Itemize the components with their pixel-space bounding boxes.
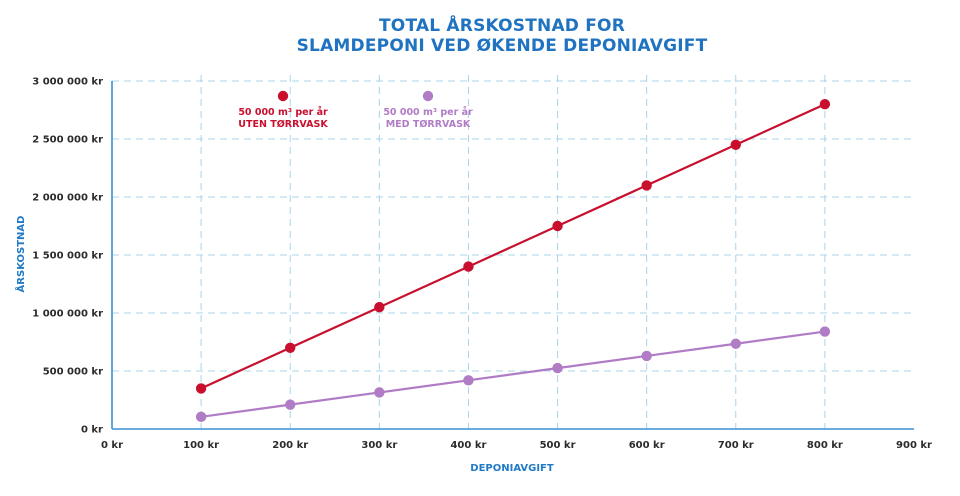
- x-tick-label: 0 kr: [101, 440, 123, 451]
- x-tick-label: 700 kr: [718, 440, 754, 451]
- x-tick-label: 200 kr: [272, 440, 308, 451]
- y-tick-label: 1 500 000 kr: [32, 251, 103, 262]
- series-line: [200, 103, 826, 390]
- data-point[interactable]: [463, 261, 474, 272]
- chart-title-line-2: SLAMDEPONI VED ØKENDE DEPONIAVGIFT: [296, 36, 708, 56]
- legend-marker: [422, 90, 434, 102]
- data-point[interactable]: [552, 362, 563, 374]
- y-tick-label: 2 500 000 kr: [32, 135, 103, 146]
- x-axis-ticks: 0 kr 100 kr 200 kr 300 kr 400 kr 500 kr 600 kr…: [101, 440, 932, 451]
- data-point[interactable]: [195, 383, 207, 394]
- axes: [111, 81, 914, 430]
- y-axis-title: ÅRSKOSTNAD: [14, 216, 27, 293]
- grid-lines: [112, 75, 914, 429]
- x-tick-label: 300 kr: [361, 440, 397, 451]
- legend-label: 50 000 m³ per år: [383, 107, 473, 118]
- series-uten-torrvask: [195, 99, 831, 394]
- y-tick-label: 0 kr: [81, 425, 103, 436]
- x-tick-label: 800 kr: [807, 440, 843, 451]
- y-tick-label: 3 000 000 kr: [32, 77, 103, 88]
- x-tick-label: 600 kr: [629, 440, 665, 451]
- data-point[interactable]: [285, 342, 296, 353]
- y-tick-label: 500 000 kr: [43, 367, 103, 378]
- data-point[interactable]: [374, 387, 385, 398]
- data-point[interactable]: [374, 302, 385, 313]
- data-point[interactable]: [641, 350, 652, 362]
- chart-title: TOTAL ÅRSKOSTNAD FOR SLAMDEPONI VED ØKEN…: [0, 16, 960, 56]
- y-tick-label: 2 000 000 kr: [32, 193, 103, 204]
- y-axis-ticks: 0 kr 500 000 kr 1 000 000 kr 1 500 000 kr 2 …: [32, 77, 103, 436]
- data-point[interactable]: [641, 180, 652, 191]
- series-med-torrvask: [195, 326, 831, 423]
- data-point[interactable]: [285, 399, 296, 410]
- x-tick-label: 400 kr: [450, 440, 486, 451]
- data-point[interactable]: [730, 139, 741, 150]
- legend-label: 50 000 m³ per år: [238, 107, 328, 118]
- x-tick-label: 100 kr: [183, 440, 219, 451]
- series-group: [195, 99, 831, 423]
- y-tick-label: 1 000 000 kr: [32, 309, 103, 320]
- chart-title-line-1: TOTAL ÅRSKOSTNAD FOR: [379, 16, 625, 36]
- x-axis-title: DEPONIAVGIFT: [470, 463, 554, 474]
- data-point[interactable]: [552, 220, 563, 232]
- x-tick-label: 500 kr: [540, 440, 576, 451]
- data-point[interactable]: [819, 99, 831, 110]
- data-point[interactable]: [195, 411, 207, 423]
- series-line: [200, 330, 826, 418]
- legend-label: UTEN TØRRVASK: [238, 119, 328, 130]
- data-point[interactable]: [819, 326, 831, 337]
- legend-label: MED TØRRVASK: [386, 119, 471, 130]
- data-point[interactable]: [730, 338, 741, 349]
- legend-marker: [277, 90, 289, 102]
- x-tick-label: 900 kr: [896, 440, 932, 451]
- data-point[interactable]: [463, 375, 474, 386]
